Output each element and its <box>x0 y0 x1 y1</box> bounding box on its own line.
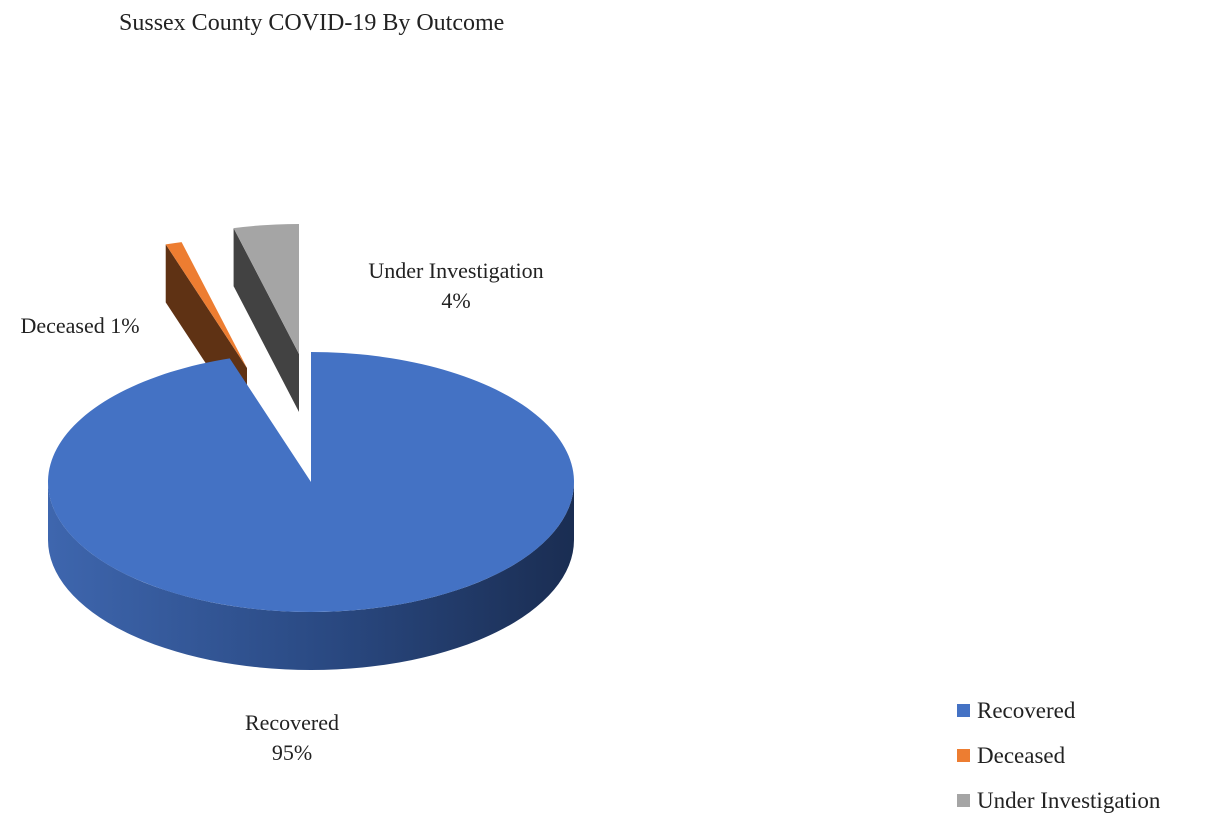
legend-item-deceased: Deceased <box>957 733 1160 778</box>
data-label-recovered: Recovered 95% <box>245 710 339 765</box>
legend-label-under-investigation: Under Investigation <box>977 787 1161 813</box>
data-label-deceased: Deceased 1% <box>20 313 139 338</box>
legend-item-under-investigation: Under Investigation <box>957 778 1160 823</box>
slice-side-recovered <box>48 482 574 670</box>
chart-title: Sussex County COVID-19 By Outcome <box>119 10 505 36</box>
legend-swatch-deceased <box>957 749 970 762</box>
legend: Recovered Deceased Under Investigation <box>957 688 1160 823</box>
data-labels: Recovered 95% Deceased 1% Under Investigati… <box>20 258 543 765</box>
data-label-under-investigation: Under Investigation 4% <box>368 258 543 313</box>
legend-label-deceased: Deceased <box>977 742 1066 768</box>
slice-face-under-investigation <box>233 228 299 412</box>
legend-swatch-recovered <box>957 704 970 717</box>
slice-under-investigation <box>233 224 299 354</box>
pie-tops <box>47 224 574 612</box>
slice-recovered <box>47 352 574 612</box>
legend-swatch-under-investigation <box>957 794 970 807</box>
slice-deceased <box>165 242 247 368</box>
legend-label-recovered: Recovered <box>977 697 1076 723</box>
legend-item-recovered: Recovered <box>957 688 1160 733</box>
